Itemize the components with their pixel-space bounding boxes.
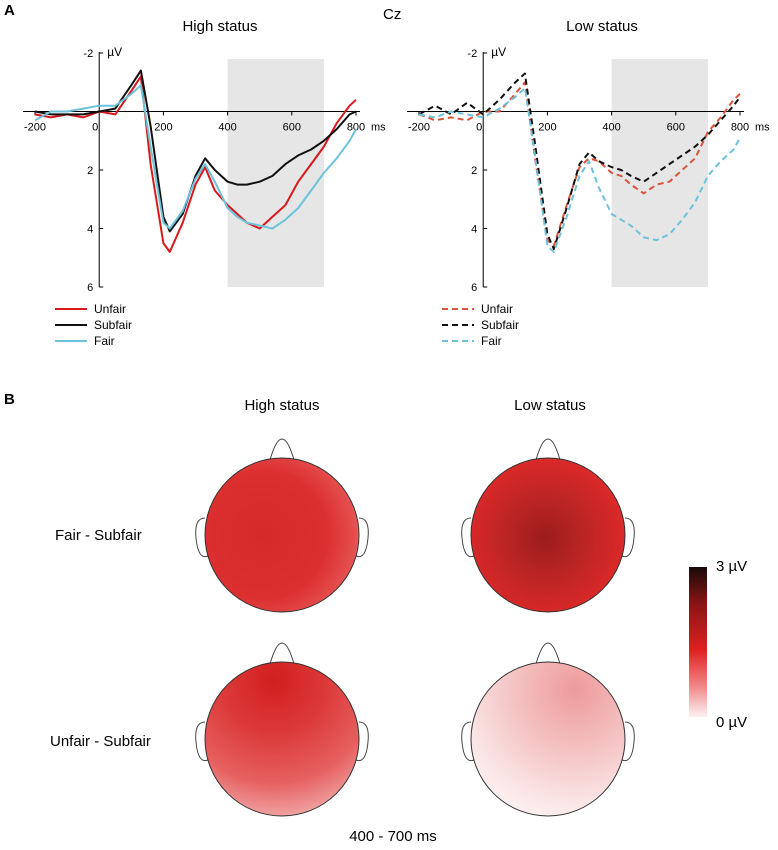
panel-b-letter: B [4,391,15,408]
electrode-label: Cz [383,6,402,23]
x-tick-label: 400 [218,122,236,134]
scalp-map [204,661,360,817]
series-line-unfair [34,75,357,253]
y-tick-label: 4 [471,224,477,236]
series-line-fair [418,87,741,253]
head-nose [535,642,561,665]
series-line-subfair [34,69,357,233]
legend-label-unfair: Unfair [481,302,513,316]
x-tick-label: 800 [347,122,365,134]
legend-label-subfair: Subfair [94,318,132,332]
head-nose [269,642,295,665]
y-tick-label: 2 [87,165,93,177]
x-tick-label: 0 [92,122,98,134]
topomap-unfair-subfair-high [195,642,369,817]
topomap-fair-subfair-low [461,438,635,613]
y-tick-label: 6 [87,282,93,294]
series-line-fair [34,84,357,230]
colorbar-max-label: 3 µV [716,558,748,575]
x-unit-label: ms [371,122,386,134]
scalp-map [470,661,626,817]
x-tick-label: 400 [602,122,620,134]
x-tick-label: 0 [476,122,482,134]
y-unit-label: µV [107,45,122,59]
y-tick-label: -2 [467,48,477,60]
colorbar [689,567,707,717]
topomap-fair-subfair-high [195,438,369,613]
legend-label-fair: Fair [481,334,502,348]
topo-row-label-unfair: Unfair - Subfair [50,733,151,750]
y-tick-label: -2 [83,48,93,60]
panel-a-letter: A [4,2,15,19]
erp-chart-svg: -2 2 4 6 µV -200 0 200 400 600 800 ms Unfair Subfair F… [23,45,770,348]
legend-label-subfair: Subfair [481,318,519,332]
topomap-unfair-subfair-low [461,642,635,817]
chart-title-low: Low status [566,18,638,35]
x-tick-label: -200 [24,122,46,134]
topomap-svg [195,438,707,817]
y-tick-label: 4 [87,224,93,236]
legend-label-unfair: Unfair [94,302,126,316]
x-unit-label: ms [755,122,770,134]
analysis-window [611,59,708,287]
x-tick-label: -200 [408,122,430,134]
topo-column-title-high: High status [244,397,320,414]
x-tick-label: 200 [154,122,172,134]
x-tick-label: 600 [667,122,685,134]
erp-chart-high-status: -2 2 4 6 µV -200 0 200 400 600 800 ms Unfair Subfair F… [23,45,386,348]
series-line-subfair [418,72,741,250]
x-tick-label: 800 [731,122,749,134]
colorbar-min-label: 0 µV [716,714,748,731]
topo-column-title-low: Low status [514,397,586,414]
scalp-map [470,457,626,613]
topo-row-label-fair: Fair - Subfair [55,527,142,544]
chart-title-high: High status [182,18,258,35]
y-tick-label: 2 [471,165,477,177]
y-unit-label: µV [491,45,506,59]
scalp-map [204,457,360,613]
erp-chart-low-status: -2 2 4 6 µV -200 0 200 400 600 800 ms Unfair Subfair F… [407,45,770,348]
x-tick-label: 600 [283,122,301,134]
head-nose [269,438,295,461]
x-tick-label: 200 [538,122,556,134]
legend-label-fair: Fair [94,334,115,348]
head-nose [535,438,561,461]
y-tick-label: 6 [471,282,477,294]
window-label: 400 - 700 ms [349,828,437,845]
series-line-unfair [418,81,741,247]
